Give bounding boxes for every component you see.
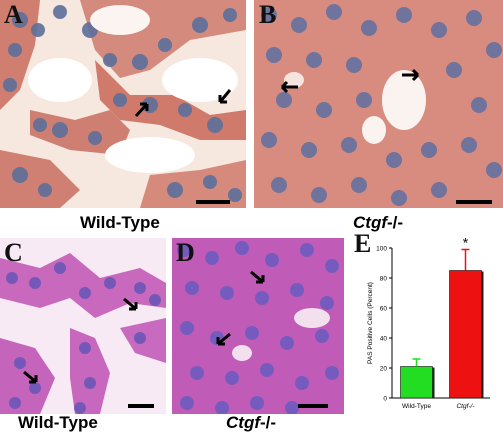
x-tick-label: Wild-Type [402, 403, 431, 410]
y-tick-label: 60 [380, 306, 388, 313]
panel-d-letter: D [176, 238, 195, 267]
panel-d-arrow-1 [250, 270, 265, 284]
panel-e-chart: E 0 20 40 60 80 100 PAS Positive Cells (Percen… [350, 229, 503, 434]
panel-d-caption: Ctgf-/- [226, 413, 276, 433]
panel-a-arrow-1 [134, 102, 149, 118]
significance-marker: * [463, 235, 469, 251]
bar [400, 366, 433, 399]
panel-d-scale-bar [298, 404, 328, 408]
panel-b-image [254, 0, 503, 208]
panel-d-caption-suffix: -/- [259, 413, 277, 432]
panel-b-caption: Ctgf-/- [353, 213, 403, 233]
panel-e-letter: E [354, 230, 371, 258]
panel-b-caption-suffix: -/- [386, 213, 404, 232]
panel-a-caption: Wild-Type [80, 213, 160, 232]
y-tick-label: 20 [380, 366, 388, 373]
y-axis-label: PAS Positive Cells (Percent) [367, 282, 374, 364]
panel-c-letter: C [4, 238, 23, 267]
panel-c-arrow-2 [23, 370, 38, 384]
panel-a-arrow-2 [218, 89, 232, 104]
y-tick-label: 40 [380, 336, 388, 343]
x-tick-label: Ctgf-/- [456, 403, 475, 410]
panel-b-arrow-2 [402, 68, 420, 82]
panel-a-image [0, 0, 246, 208]
panel-d-image [172, 238, 344, 414]
y-tick-label: 0 [383, 396, 387, 403]
panel-b-caption-gene: Ctgf [353, 213, 387, 232]
panel-b-letter: B [259, 0, 277, 29]
panel-a-scale-bar [196, 200, 230, 204]
panel-c-caption: Wild-Type [18, 413, 98, 432]
panel-b-scale-bar [456, 200, 492, 204]
y-tick-label: 100 [376, 246, 387, 253]
bar-chart: E 0 20 40 60 80 100 PAS Positive Cells (Percen… [354, 229, 490, 410]
panel-d-caption-gene: Ctgf [226, 413, 260, 432]
panel-c-arrow-1 [123, 297, 138, 311]
panel-a-letter: A [4, 0, 23, 29]
panel-b-arrow-1 [280, 80, 298, 94]
panel-c-scale-bar [128, 404, 154, 408]
y-tick-label: 80 [380, 276, 388, 283]
bar [449, 270, 482, 399]
panel-d-arrow-2 [216, 332, 231, 346]
panel-c-image [0, 238, 166, 414]
